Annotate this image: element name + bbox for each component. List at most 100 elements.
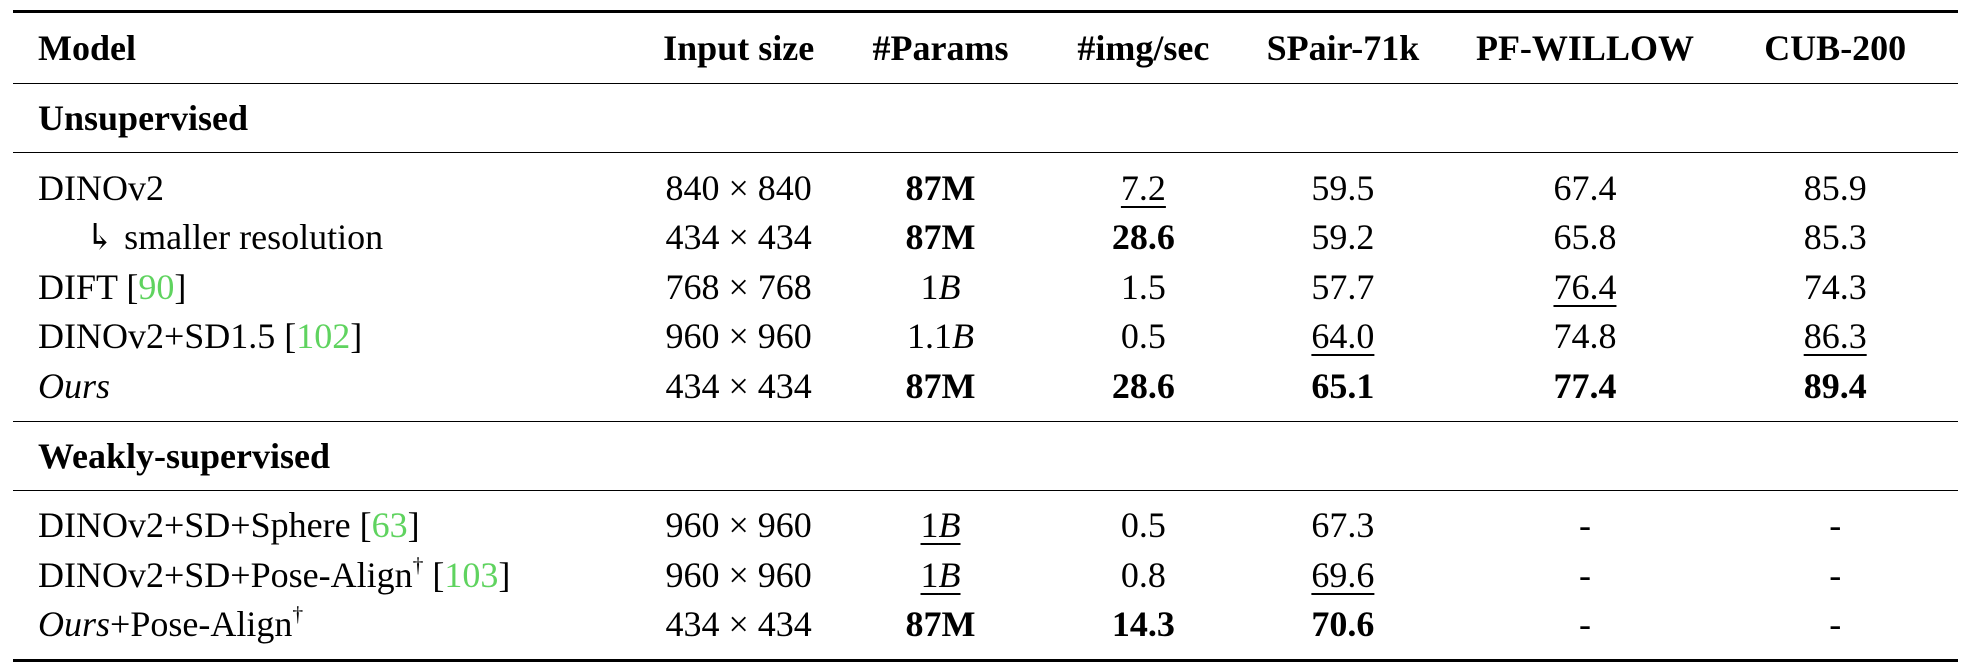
model-name: DIFT [ <box>38 266 139 307</box>
header-spair: SPair-71k <box>1266 28 1420 68</box>
header-model: Model <box>38 28 136 68</box>
img-per-sec-value: 7.2 <box>1120 167 1166 208</box>
params-unit: B <box>938 505 961 546</box>
table-row: DINOv2+SD1.5 [102] 960 × 960 1.1B 0.5 64… <box>13 312 1958 362</box>
input-size-cell: 960 × 960 <box>665 316 812 357</box>
img-per-sec-cell: 28.6 <box>1111 217 1175 258</box>
input-size-cell: 840 × 840 <box>665 167 812 208</box>
model-name: +Pose-Align <box>110 604 293 645</box>
bracket-open: [ <box>423 554 445 595</box>
citation-link[interactable]: 90 <box>138 266 175 307</box>
table-row: DIFT [90] 768 × 768 1B 1.5 57.7 76.4 74.… <box>13 262 1958 312</box>
table-row: ↳ smaller resolution 434 × 434 87M 28.6 … <box>13 213 1958 263</box>
cub-cell: 86.3 <box>1712 312 1958 362</box>
input-size-cell: 434 × 434 <box>665 217 812 258</box>
citation-link[interactable]: 63 <box>371 505 408 546</box>
input-size-cell: 768 × 768 <box>665 266 812 307</box>
pf-willow-cell: 74.8 <box>1553 316 1617 357</box>
pf-willow-cell: 67.4 <box>1553 167 1617 208</box>
model-name-cell: DINOv2+SD1.5 [102] <box>13 312 655 362</box>
img-per-sec-cell: 28.6 <box>1111 365 1175 406</box>
params-cell: 1B <box>823 262 1059 312</box>
model-name: DINOv2 <box>38 167 164 208</box>
model-name: Ours <box>38 365 111 406</box>
params-number: 1.1 <box>907 316 953 357</box>
spair-cell: 65.1 <box>1311 365 1375 406</box>
section-row-unsupervised: Unsupervised <box>13 83 1958 153</box>
params-cell: 87M <box>905 604 976 645</box>
input-size-cell: 434 × 434 <box>665 604 812 645</box>
params-cell: 1.1B <box>823 312 1059 362</box>
params-number: 1 <box>920 505 939 546</box>
params-value: 1B <box>921 505 961 545</box>
spair-cell: 57.7 <box>1311 266 1375 307</box>
params-unit: B <box>938 266 961 307</box>
cub-cell: - <box>1829 505 1842 546</box>
pf-willow-cell: - <box>1578 604 1591 645</box>
model-name: DINOv2+SD+Sphere [ <box>38 505 372 546</box>
header-cub: CUB-200 <box>1764 28 1907 68</box>
bracket-close: ] <box>350 316 363 357</box>
header-img-per-sec: #img/sec <box>1077 28 1210 68</box>
model-name-cell: ↳ smaller resolution <box>13 213 655 263</box>
table-row: DINOv2 840 × 840 87M 7.2 59.5 67.4 85.9 <box>13 152 1958 213</box>
section-row-weakly-supervised: Weakly-supervised <box>13 421 1958 490</box>
params-cell: 87M <box>905 217 976 258</box>
params-cell: 1B <box>823 550 1059 600</box>
header-params: #Params <box>872 28 1009 68</box>
spair-value: 69.6 <box>1311 554 1375 595</box>
cub-cell: 89.4 <box>1803 365 1867 406</box>
table-row: Ours+Pose-Align† 434 × 434 87M 14.3 70.6… <box>13 600 1958 661</box>
params-number: 1 <box>920 554 939 595</box>
params-cell: 1B <box>823 490 1059 550</box>
spair-cell: 69.6 <box>1228 550 1457 600</box>
input-size-cell: 960 × 960 <box>665 505 812 546</box>
spair-cell: 67.3 <box>1311 505 1375 546</box>
params-unit: B <box>952 316 975 357</box>
bracket-close: ] <box>174 266 187 307</box>
pf-willow-cell: 65.8 <box>1553 217 1617 258</box>
pf-willow-cell: 76.4 <box>1458 262 1713 312</box>
model-name-cell: DINOv2+SD+Sphere [63] <box>13 490 655 550</box>
cub-cell: - <box>1829 604 1842 645</box>
model-name: smaller resolution <box>124 217 384 258</box>
spair-cell: 59.2 <box>1311 217 1375 258</box>
dagger-mark: † <box>292 602 304 627</box>
pf-willow-value: 76.4 <box>1553 266 1617 307</box>
pf-willow-cell: - <box>1578 554 1591 595</box>
model-name-cell: DIFT [90] <box>13 262 655 312</box>
model-name-italic: Ours <box>38 604 111 645</box>
spair-cell: 70.6 <box>1311 604 1375 645</box>
table-row: Ours 434 × 434 87M 28.6 65.1 77.4 89.4 <box>13 361 1958 421</box>
img-per-sec-cell: 0.8 <box>1120 554 1166 595</box>
bracket-close: ] <box>407 505 420 546</box>
header-row: Model Input size #Params #img/sec SPair-… <box>13 11 1958 84</box>
cub-cell: 85.9 <box>1803 167 1867 208</box>
cub-cell: - <box>1829 554 1842 595</box>
pf-willow-cell: 77.4 <box>1553 365 1617 406</box>
input-size-cell: 434 × 434 <box>665 365 812 406</box>
table-row: DINOv2+SD+Sphere [63] 960 × 960 1B 0.5 6… <box>13 490 1958 550</box>
dagger-mark: † <box>412 552 424 577</box>
params-number: 1 <box>920 266 939 307</box>
section-title: Weakly-supervised <box>38 435 331 476</box>
citation-link[interactable]: 103 <box>444 554 499 595</box>
cub-cell: 74.3 <box>1803 266 1867 307</box>
bracket-close: ] <box>498 554 511 595</box>
img-per-sec-cell: 0.5 <box>1120 316 1166 357</box>
header-pf-willow: PF-WILLOW <box>1475 28 1694 68</box>
citation-link[interactable]: 102 <box>296 316 351 357</box>
params-cell: 87M <box>905 167 976 208</box>
spair-value: 64.0 <box>1311 316 1375 357</box>
cub-value: 86.3 <box>1803 316 1867 357</box>
results-table: Model Input size #Params #img/sec SPair-… <box>13 10 1958 662</box>
model-name: DINOv2+SD+Pose-Align <box>38 554 413 595</box>
input-size-cell: 960 × 960 <box>665 554 812 595</box>
model-name-cell: Ours+Pose-Align† <box>13 600 655 661</box>
sub-arrow-icon: ↳ <box>85 217 116 258</box>
img-per-sec-cell: 7.2 <box>1059 153 1229 213</box>
params-unit: B <box>938 554 961 595</box>
section-title: Unsupervised <box>38 98 249 138</box>
img-per-sec-cell: 1.5 <box>1120 266 1166 307</box>
spair-cell: 59.5 <box>1311 167 1375 208</box>
